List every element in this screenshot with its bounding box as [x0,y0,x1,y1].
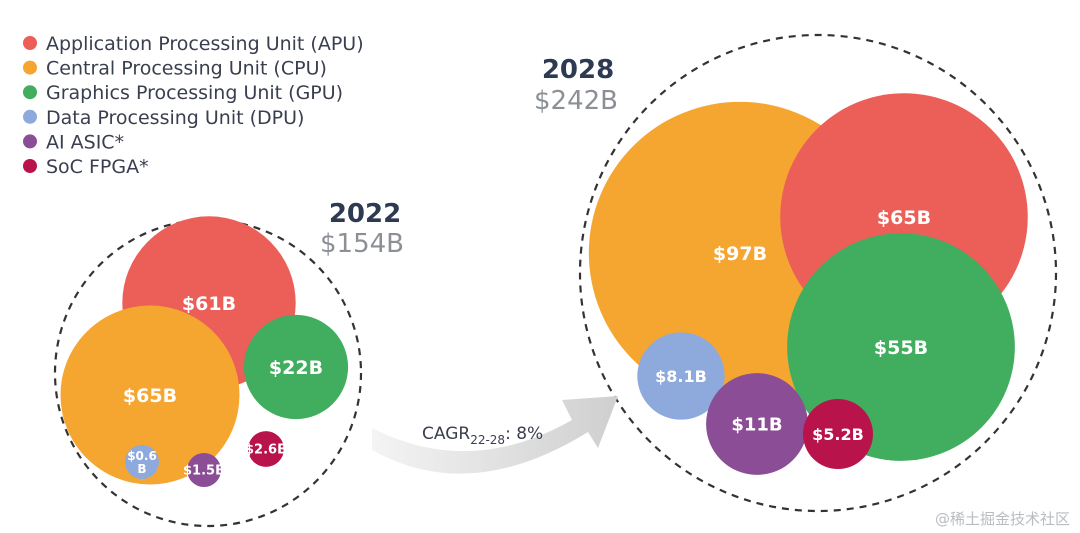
bubble-label-2028-soc-fpga: $5.2B [812,425,864,444]
watermark: @稀土掘金技术社区 [935,510,1070,528]
growth-arrow [372,396,618,474]
total-2028-label: $242B [534,86,618,116]
bubble-2022-cpu [60,305,240,485]
bubble-label-2028-apu: $65B [877,207,931,229]
legend-dot-gpu [23,85,37,100]
bubble-label-line: $0.6 [127,449,157,463]
bubbles-2022: $61B $65B $22B $0.6 B $1.5B $2.6B [60,216,349,487]
legend-label-cpu: Central Processing Unit (CPU) [46,58,327,80]
legend-dot-apu [23,36,37,50]
total-2022-label: $154B [320,229,404,259]
year-2028-label: 2028 [542,55,614,85]
bubble-2028-soc-fpga [802,398,874,470]
bubble-label-2022-cpu: $65B [123,385,177,407]
bubble-2022-gpu [243,314,349,420]
cagr-prefix: CAGR [422,424,470,444]
legend-label-gpu: Graphics Processing Unit (GPU) [46,82,343,104]
legend-dot-dpu [23,109,37,124]
bubble-label-2022-ai-asic: $1.5B [183,464,225,479]
legend-label-dpu: Data Processing Unit (DPU) [46,107,304,129]
bubble-label-2022-dpu: $0.6 B [127,449,157,476]
legend-label-soc-fpga: SoC FPGA* [46,156,149,178]
bubble-2028-ai-asic [706,373,808,475]
legend: Application Processing Unit (APU) Central… [23,33,364,178]
bubble-2022-dpu [125,445,159,479]
legend-dot-ai-asic [23,134,37,149]
group-2028-boundary [578,33,1058,513]
cagr-subscript: 22-28 [470,433,505,447]
bubble-label-2028-ai-asic: $11B [731,414,782,435]
bubble-2022-ai-asic [187,453,221,487]
bubble-label-2022-soc-fpga: $2.6B [245,443,287,458]
cagr-suffix: : 8% [505,424,543,444]
cagr-label: CAGR22-28: 8% [422,424,543,447]
bubble-2028-dpu [637,332,725,420]
legend-dot-soc-fpga [23,159,37,173]
legend-dot-cpu [23,60,37,75]
bubble-label-2022-apu: $61B [182,293,236,315]
bubbles-2028: $97B $65B $55B $8.1B $11B $5.2B [588,93,1028,475]
legend-label-ai-asic: AI ASIC* [46,131,124,153]
bubble-2022-soc-fpga [248,431,284,467]
bubble-label-2028-cpu: $97B [713,243,767,265]
year-2022-label: 2022 [329,199,401,229]
legend-label-apu: Application Processing Unit (APU) [46,33,364,55]
bubble-label-2028-gpu: $55B [874,337,928,359]
bubble-label-line: B [137,462,146,476]
bubble-label-2022-gpu: $22B [269,357,323,379]
bubble-label-2028-dpu: $8.1B [655,367,707,386]
